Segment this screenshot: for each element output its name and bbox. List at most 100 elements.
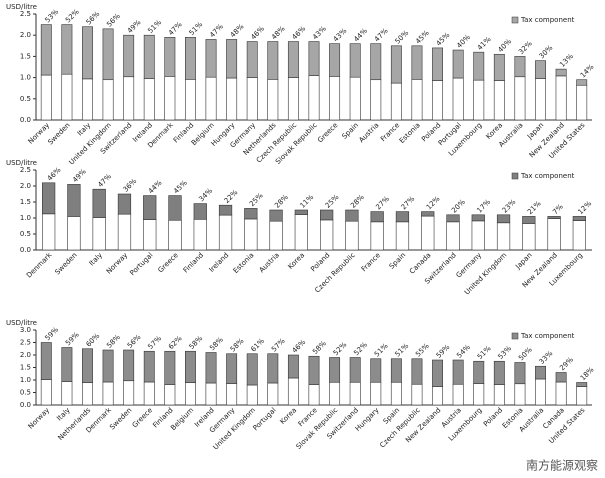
bar-segment <box>246 41 258 78</box>
bar-label: 25% <box>324 193 341 210</box>
bar-segment <box>572 220 586 251</box>
bar-segment <box>40 74 52 121</box>
y-tick-label: 0.5 <box>20 389 31 397</box>
bar-label: 48% <box>229 22 246 39</box>
bar-segment <box>345 220 359 251</box>
bar-label: 55% <box>414 342 431 359</box>
x-tick-label: Austria <box>258 251 281 274</box>
bar-label: 62% <box>167 334 184 351</box>
bar-segment <box>535 378 546 406</box>
y-tick-label: 2.5 <box>20 10 31 18</box>
bar-segment <box>82 382 93 406</box>
x-tick-label: France <box>360 251 382 273</box>
bar-label: 52% <box>64 8 81 25</box>
bar-segment <box>496 214 511 224</box>
x-tick-label: Portugal <box>251 406 277 432</box>
bar-label: 22% <box>223 188 240 205</box>
x-tick-label: Denmark <box>25 251 54 280</box>
bar-segment <box>349 381 361 406</box>
bar-segment <box>390 381 402 406</box>
bar-segment <box>143 219 157 251</box>
bar-segment <box>432 47 444 81</box>
bar-label: 50% <box>517 345 534 362</box>
bar-label: 47% <box>167 20 184 37</box>
bar-label: 46% <box>46 166 63 183</box>
x-tick-label: Austria <box>357 121 380 144</box>
bar-segment <box>164 350 176 385</box>
bar-label: 27% <box>400 195 417 212</box>
bar-label: 59% <box>64 330 81 347</box>
bar-segment <box>184 382 196 406</box>
bar-segment <box>370 221 384 251</box>
x-tick-label: Finland <box>182 251 205 274</box>
y-tick-label: 2.5 <box>20 166 31 174</box>
bar-label: 21% <box>526 199 543 216</box>
bar-label: 40% <box>497 37 514 54</box>
bar-segment <box>471 220 485 251</box>
bar-segment <box>320 209 334 221</box>
bar-segment <box>308 75 320 121</box>
bar-segment <box>294 209 308 215</box>
bar-label: 58% <box>229 337 246 354</box>
bar-segment <box>370 358 382 383</box>
bar-segment <box>205 382 217 406</box>
bar-segment <box>61 381 73 406</box>
bar-label: 20% <box>450 198 467 215</box>
x-tick-label: Sweden <box>54 251 79 276</box>
bar-segment <box>67 216 81 251</box>
bar-segment <box>421 211 435 217</box>
bar-segment <box>184 350 196 383</box>
bar-segment <box>205 39 217 78</box>
bar-segment <box>226 77 238 121</box>
bar-segment <box>287 77 299 121</box>
bar-segment <box>40 24 52 76</box>
bar-label: 33% <box>538 349 555 366</box>
bar-label: 45% <box>435 31 452 48</box>
y-axis-label: USD/litre <box>6 319 37 327</box>
bar-segment <box>514 56 526 78</box>
bar-label: 34% <box>197 187 214 204</box>
bar-segment <box>308 384 320 406</box>
bar-label: 27% <box>374 195 391 212</box>
bar-segment <box>92 188 106 218</box>
bar-label: 17% <box>475 198 492 215</box>
bar-segment <box>82 348 93 383</box>
bar-label: 51% <box>373 342 390 359</box>
x-tick-label: Canada <box>408 251 432 275</box>
bar-segment <box>67 184 81 217</box>
bar-label: 59% <box>43 325 60 342</box>
bar-segment <box>168 195 182 221</box>
x-tick-label: Greece <box>131 406 154 429</box>
bar-label: 30% <box>538 44 555 61</box>
x-tick-label: Belgium <box>169 406 195 432</box>
bar-label: 49% <box>71 167 88 184</box>
y-tick-label: 3.0 <box>20 326 31 334</box>
watermark: 南方能源观察 <box>526 458 598 473</box>
bar-segment <box>102 79 114 121</box>
bar-segment <box>473 79 485 121</box>
bar-label: 28% <box>349 193 366 210</box>
bar-segment <box>411 383 423 406</box>
bar-label: 12% <box>577 199 594 216</box>
x-tick-label: Portugal <box>128 251 154 277</box>
bar-segment <box>117 213 132 251</box>
bar-segment <box>143 34 155 79</box>
bar-segment <box>82 26 93 80</box>
x-tick-label: Spain <box>388 251 407 270</box>
bar-label: 58% <box>311 339 328 356</box>
bar-segment <box>246 353 258 386</box>
bar-label: 57% <box>270 337 287 354</box>
bar-segment <box>432 359 444 387</box>
bar-segment <box>572 216 586 221</box>
bar-segment <box>493 360 505 385</box>
bar-segment <box>40 379 52 406</box>
bar-segment <box>123 34 135 78</box>
bar-segment <box>164 76 176 121</box>
bar-segment <box>576 386 588 406</box>
bar-segment <box>522 223 536 251</box>
bar-label: 28% <box>273 193 290 210</box>
bar-segment <box>226 39 238 79</box>
bar-segment <box>514 76 526 121</box>
x-tick-label: Estonia <box>232 251 256 275</box>
bar-segment <box>218 214 233 251</box>
